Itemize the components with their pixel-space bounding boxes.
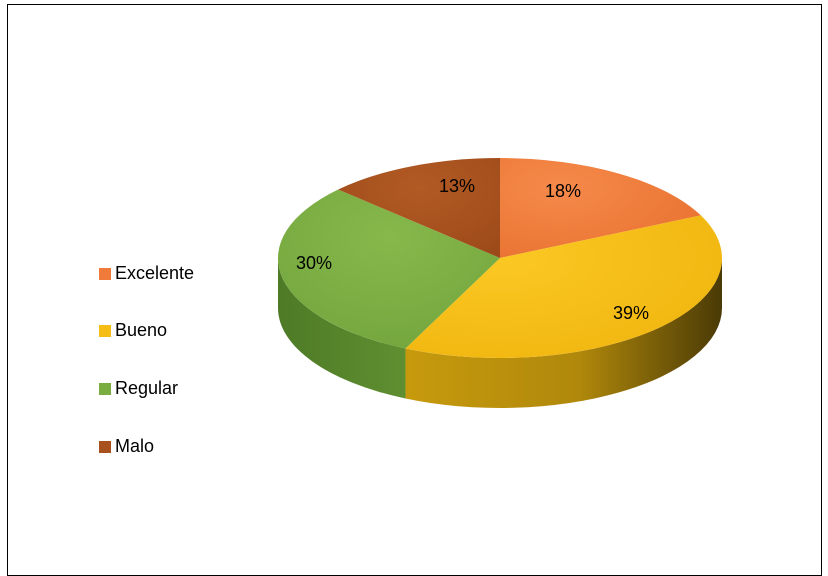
legend-item-excelente: Excelente — [99, 263, 194, 284]
pie-slice-bueno — [405, 215, 722, 358]
data-label-malo: 13% — [439, 176, 475, 196]
legend-item-regular: Regular — [99, 378, 178, 399]
pie-side-regular — [278, 258, 406, 399]
pie-slice-malo — [338, 158, 500, 258]
legend-item-bueno: Bueno — [99, 320, 167, 341]
data-label-excelente: 18% — [545, 181, 581, 201]
data-label-bueno: 39% — [613, 303, 649, 323]
legend-label-excelente: Excelente — [115, 263, 195, 283]
pie-sides — [278, 258, 722, 408]
legend-swatch-bueno — [99, 324, 111, 337]
legend-swatch-malo — [99, 440, 111, 453]
pie-tops — [278, 158, 722, 358]
pie-side-bueno — [405, 258, 722, 408]
pie-slice-excelente — [500, 158, 701, 258]
pie-slice-regular — [278, 189, 500, 349]
legend-swatch-excelente — [99, 267, 111, 280]
pie-labels: 18% 39% 30% 13% — [296, 176, 649, 323]
legend-item-malo: Malo — [99, 436, 154, 457]
legend-label-bueno: Bueno — [115, 320, 168, 340]
data-label-regular: 30% — [296, 253, 332, 273]
legend-swatch-regular — [99, 382, 111, 395]
legend-label-malo: Malo — [115, 436, 155, 456]
legend-label-regular: Regular — [115, 378, 179, 398]
